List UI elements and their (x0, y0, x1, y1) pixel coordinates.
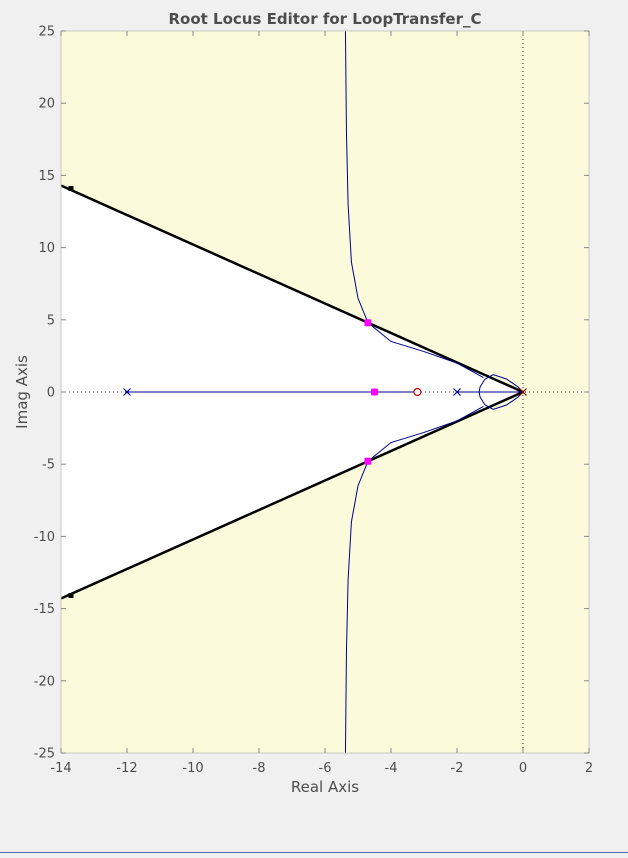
x-tick-label: -10 (182, 761, 203, 776)
open-loop-pole-marker (519, 388, 527, 396)
y-tick-label: -10 (34, 530, 55, 545)
x-tick-label: -12 (116, 761, 137, 776)
pole-x-stroke (519, 388, 527, 396)
y-axis-ticks: -25 -20 -15 -10 -5 0 5 10 15 20 25 (34, 25, 589, 762)
y-tick-label: 5 (47, 313, 55, 328)
locus-branch (344, 30, 484, 378)
y-tick-label: -5 (42, 458, 55, 473)
locus-branch (478, 374, 524, 410)
closed-loop-pole-marker (371, 388, 378, 396)
y-tick-label: -25 (34, 747, 55, 762)
open-loop-pole-marker (453, 388, 461, 396)
y-tick-label: 15 (38, 169, 55, 184)
y-tick-label: 0 (47, 386, 55, 401)
constraint-handle (68, 592, 74, 598)
pole-zero-markers[interactable] (123, 319, 527, 465)
chart-title: Root Locus Editor for LoopTransfer_C (168, 10, 481, 28)
y-tick-label: -15 (34, 602, 55, 617)
x-tick-label: -8 (253, 761, 266, 776)
closed-loop-pole-marker (364, 319, 372, 327)
open-loop-pole-marker (123, 388, 131, 396)
constraint-handle (68, 186, 74, 192)
locus-branch (344, 406, 484, 754)
closed-loop-pole-marker (364, 457, 372, 465)
x-tick-label: 2 (585, 761, 593, 776)
pole-x-stroke (123, 388, 131, 396)
x-tick-label: -2 (451, 761, 464, 776)
y-tick-label: -20 (34, 674, 55, 689)
x-tick-label: -14 (50, 761, 71, 776)
x-tick-label: -6 (319, 761, 332, 776)
damping-constraint-lines[interactable] (60, 184, 524, 600)
x-axis-ticks: -14 -12 -10 -8 -6 -4 -2 0 2 (50, 31, 593, 776)
open-loop-zero-marker (413, 387, 422, 397)
x-tick-label: -4 (385, 761, 398, 776)
y-tick-label: 20 (38, 97, 55, 112)
y-tick-label: 10 (38, 241, 55, 256)
window-bottom-border (0, 852, 628, 853)
locus-branches (127, 30, 524, 754)
constraint-line-upper (60, 184, 524, 394)
y-axis-label: Imag Axis (13, 355, 31, 429)
y-tick-label: 25 (38, 25, 55, 40)
x-axis-label: Real Axis (291, 778, 359, 796)
x-tick-label: 0 (519, 761, 527, 776)
constraint-line-lower (60, 390, 524, 600)
pole-x-stroke (453, 388, 461, 396)
